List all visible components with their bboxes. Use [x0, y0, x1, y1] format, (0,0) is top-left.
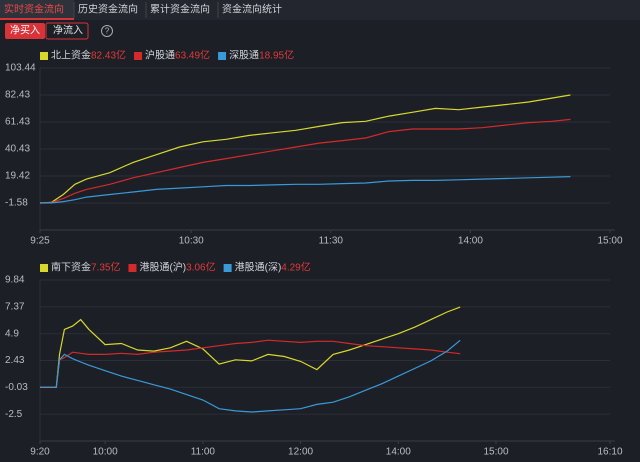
y-tick-label: 4.9	[5, 328, 19, 339]
tab[interactable]: 累计资金流向	[150, 3, 210, 16]
y-tick-label: -1.58	[5, 198, 28, 209]
y-tick-label: -2.5	[5, 409, 23, 420]
x-tick-label: 11:00	[191, 447, 216, 458]
y-tick-label: -0.03	[5, 382, 28, 393]
legend-swatch	[40, 264, 48, 272]
help-text[interactable]: ?	[105, 27, 110, 36]
y-tick-label: 9.84	[5, 275, 25, 286]
y-tick-label: 61.43	[5, 117, 30, 128]
legend-value: 82.43亿	[91, 49, 126, 62]
x-tick-label: 12:00	[288, 447, 313, 458]
toggle-label[interactable]: 净流入	[53, 24, 83, 37]
y-tick-label: 103.44	[5, 63, 36, 74]
legend-swatch	[223, 264, 232, 272]
legend-name: 深股通	[229, 50, 259, 62]
y-tick-label: 82.43	[5, 90, 30, 101]
x-tick-label: 14:00	[386, 447, 411, 458]
x-tick-label: 10:00	[93, 447, 118, 458]
legend-value: 4.29亿	[281, 261, 310, 274]
series-line	[40, 306, 461, 388]
legend-value: 18.95亿	[259, 49, 294, 62]
series-line	[40, 339, 461, 413]
tab-bar	[0, 0, 640, 20]
toggle-label[interactable]: 净买入	[10, 24, 40, 37]
tab-active-bg	[0, 0, 74, 20]
legend-name: 北上资金	[51, 49, 91, 62]
legend-swatch	[134, 52, 143, 60]
x-tick-label: 14:00	[458, 236, 483, 247]
legend-name: 沪股通	[145, 49, 175, 62]
series-line	[39, 118, 571, 204]
legend-value: 7.35亿	[91, 261, 120, 274]
x-tick-label: 15:00	[597, 236, 622, 247]
x-tick-label: 16:10	[597, 447, 622, 458]
tab[interactable]: 实时资金流向	[4, 3, 64, 16]
toggle-active[interactable]	[5, 23, 45, 39]
legend-swatch	[40, 52, 48, 60]
legend-swatch	[128, 264, 137, 272]
legend-value: 3.06亿	[186, 261, 215, 274]
y-tick-label: 19.42	[5, 171, 30, 182]
toggle[interactable]	[45, 22, 89, 40]
series-line	[39, 176, 571, 204]
legend-name: 南下资金	[51, 261, 91, 274]
x-tick-label: 10:30	[179, 236, 204, 247]
help-icon[interactable]	[101, 25, 113, 37]
series-line	[39, 94, 571, 204]
y-tick-label: 2.43	[5, 355, 25, 366]
x-tick-label: 11:30	[319, 236, 344, 247]
legend-name: 港股通(深)	[235, 262, 282, 274]
y-tick-label: 7.37	[5, 301, 25, 312]
x-tick-label: 9:20	[30, 447, 50, 458]
y-tick-label: 40.43	[5, 144, 30, 155]
series-line	[40, 339, 461, 388]
legend-value: 63.49亿	[175, 49, 210, 62]
legend-swatch	[218, 52, 227, 60]
tab[interactable]: 历史资金流向	[78, 3, 138, 16]
tab[interactable]: 资金流向统计	[222, 3, 282, 16]
legend-name: 港股通(沪)	[139, 261, 186, 274]
x-tick-label: 15:00	[483, 447, 508, 458]
x-tick-label: 9:25	[30, 236, 50, 247]
